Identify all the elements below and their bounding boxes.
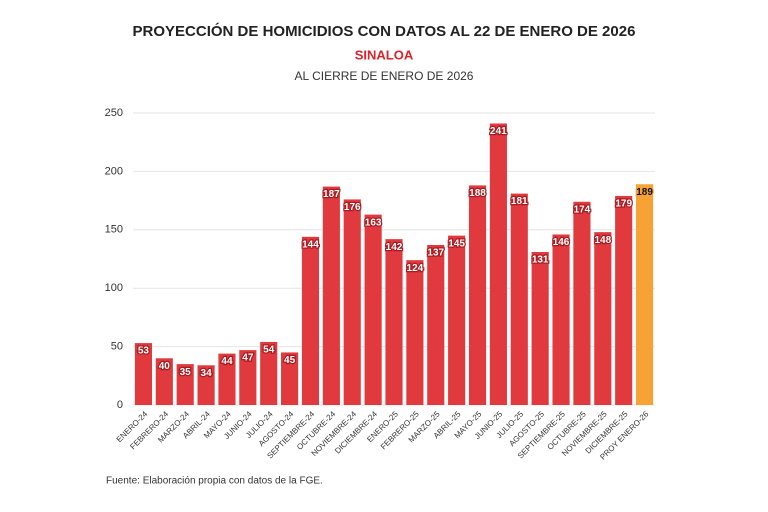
bar (510, 193, 528, 405)
chart-title: PROYECCIÓN DE HOMICIDIOS CON DATOS AL 22… (133, 22, 636, 40)
bar (197, 365, 215, 405)
data-label: 148 (594, 235, 611, 246)
bar (322, 186, 340, 405)
bar (176, 364, 194, 405)
data-label: 137 (427, 248, 444, 259)
bar (364, 214, 382, 405)
bar (448, 235, 466, 405)
bar (343, 199, 361, 405)
bar (406, 260, 424, 405)
data-label: 40 (159, 361, 171, 372)
data-label: 187 (323, 189, 340, 200)
data-label: 144 (302, 239, 319, 250)
bar (134, 343, 153, 405)
data-label: 241 (490, 126, 507, 137)
data-label: 189 (636, 187, 653, 198)
data-label: 47 (242, 353, 254, 364)
bar (635, 184, 654, 405)
data-label: 131 (532, 255, 549, 266)
bar (239, 350, 257, 405)
bar (385, 239, 403, 405)
bar (155, 358, 173, 405)
data-label: 53 (138, 346, 150, 357)
bar (281, 352, 299, 405)
data-label: 188 (469, 188, 486, 199)
bar (615, 195, 633, 405)
data-label: 142 (386, 242, 403, 253)
bar (594, 232, 612, 405)
bar (573, 201, 591, 405)
bar (531, 251, 549, 405)
data-label: 174 (574, 204, 591, 215)
bar (552, 234, 570, 405)
y-tick-label: 50 (111, 341, 123, 353)
data-label: 45 (284, 355, 296, 366)
y-tick-label: 150 (105, 224, 123, 236)
bar (427, 244, 445, 405)
data-label: 146 (553, 237, 570, 248)
y-tick-label: 0 (117, 399, 123, 411)
bar (468, 185, 487, 405)
data-label: 145 (448, 238, 465, 249)
y-tick-label: 250 (105, 107, 123, 119)
data-label: 176 (344, 202, 361, 213)
bar (260, 341, 278, 405)
y-tick-label: 100 (105, 282, 123, 294)
chart-note: AL CIERRE DE ENERO DE 2026 (295, 69, 474, 83)
chart-subtitle: SINALOA (355, 47, 414, 62)
bar (301, 236, 320, 405)
data-label: 54 (263, 345, 275, 356)
bar (218, 353, 236, 405)
bar (489, 123, 507, 406)
data-label: 35 (180, 367, 192, 378)
y-tick-label: 200 (105, 165, 123, 177)
data-label: 44 (221, 356, 233, 367)
data-label: 181 (511, 196, 528, 207)
data-label: 163 (365, 217, 382, 228)
data-label: 179 (615, 199, 632, 210)
source: Fuente: Elaboración propia con datos de … (106, 476, 323, 487)
data-label: 34 (201, 368, 213, 379)
data-label: 124 (407, 263, 424, 274)
